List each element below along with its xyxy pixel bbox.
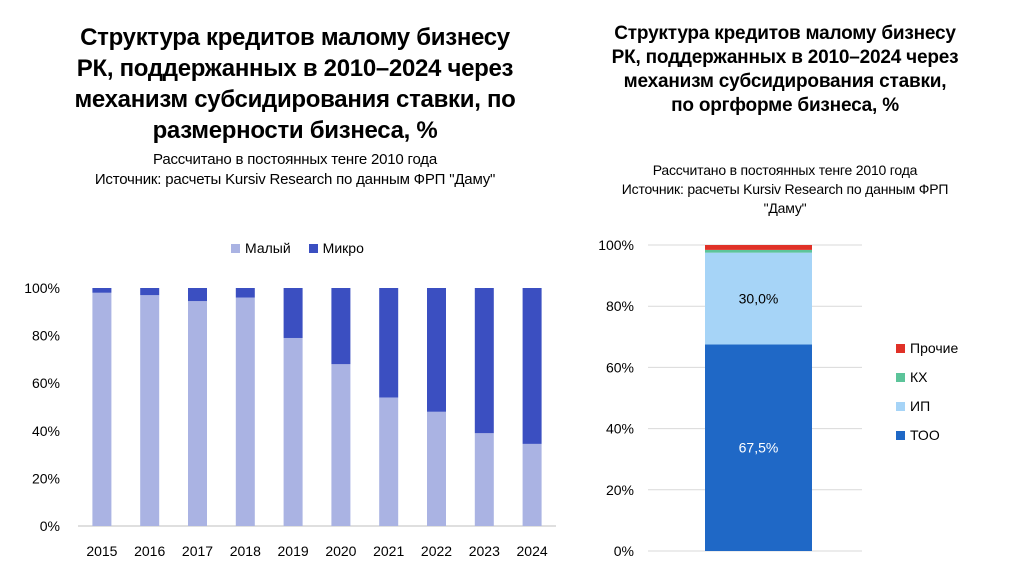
bar-segment-maly [283, 337, 303, 526]
bar-segment-mikro [331, 288, 351, 365]
y-tick-label: 0% [614, 543, 634, 559]
left-legend: Малый Микро [231, 240, 364, 256]
y-tick-label: 40% [606, 421, 634, 437]
x-tick-label: 2017 [182, 543, 213, 559]
bar-segment-maly [474, 433, 494, 526]
legend-label-kh: КХ [910, 369, 928, 385]
bar-segment-mikro [235, 288, 255, 298]
x-tick-label: 2020 [325, 543, 356, 559]
y-tick-label: 100% [598, 237, 634, 253]
bar-segment-mikro [427, 288, 446, 412]
x-tick-label: 2018 [230, 543, 261, 559]
y-tick-label: 80% [32, 328, 60, 344]
right-subtitle-line-1: Рассчитано в постоянных тенге 2010 года [652, 162, 918, 178]
legend-swatch-ip [896, 401, 905, 411]
x-tick-label: 2016 [134, 543, 165, 559]
right-chart-title: Структура кредитов малому бизнесу РК, по… [611, 23, 959, 116]
x-tick-label: 2022 [421, 543, 452, 559]
legend-swatch-maly [231, 243, 240, 253]
bar-segment-maly [331, 364, 351, 526]
data-label-too: 67,5% [739, 440, 779, 456]
right-subtitle-line-2: Источник: расчеты Kursiv Research по дан… [621, 181, 949, 216]
left-chart-title: Структура кредитов малому бизнесу РК, по… [74, 24, 516, 144]
legend-swatch-prochie [896, 343, 905, 353]
legend-label-prochie: Прочие [910, 340, 959, 356]
right-chart-subtitle: Рассчитано в постоянных тенге 2010 года … [620, 161, 950, 218]
y-tick-label: 20% [32, 470, 60, 486]
y-tick-label: 100% [24, 280, 60, 296]
legend-swatch-mikro [308, 243, 318, 253]
x-tick-label: 2024 [517, 543, 548, 559]
left-chart-subtitle: Рассчитано в постоянных тенге 2010 года … [60, 150, 530, 190]
legend-label-too: ТОО [910, 427, 940, 443]
left-subtitle-line-2: Источник: расчеты Kursiv Research по дан… [94, 171, 496, 188]
legend-item-too: ТОО [896, 427, 958, 443]
bar-segment-maly [427, 411, 446, 526]
y-tick-label: 40% [32, 423, 60, 439]
bar-segment-maly [140, 295, 160, 526]
bar-segment-too [705, 344, 812, 551]
x-tick-label: 2019 [278, 543, 309, 559]
data-label-ip: 30,0% [739, 291, 779, 307]
y-tick-label: 60% [32, 375, 60, 391]
bar-segment-prochie [705, 245, 812, 250]
bar-segment-mikro [92, 288, 112, 293]
left-subtitle-line-1: Рассчитано в постоянных тенге 2010 года [153, 151, 437, 168]
bar-segment-maly [522, 443, 542, 526]
legend-item-ip: ИП [896, 398, 958, 414]
legend-swatch-too [896, 430, 905, 440]
bar-segment-maly [92, 292, 112, 526]
bar-segment-ip [705, 252, 812, 345]
x-tick-label: 2021 [373, 543, 404, 559]
y-tick-label: 20% [606, 482, 634, 498]
right-bar-chart: 0% 20% 40% 60% 80% 100% 67,5% 30,0% [598, 237, 862, 559]
bar-segment-maly [235, 297, 255, 526]
bar-segment-mikro [188, 288, 207, 302]
bar-segment-kh [705, 249, 812, 253]
bar-segment-mikro [140, 288, 160, 296]
right-legend: Прочие КХ ИП ТОО [896, 340, 958, 443]
bar-segment-mikro [379, 288, 399, 398]
legend-label-maly: Малый [245, 240, 291, 256]
bar-segment-maly [188, 301, 207, 526]
left-bar-chart: 0% 20% 40% 60% 80% 100% 2015 2016 2017 2018 2019 20… [24, 280, 556, 559]
y-tick-label: 0% [40, 518, 60, 534]
legend-item-maly: Малый [231, 240, 291, 256]
legend-label-mikro: Микро [322, 240, 364, 256]
bar-segment-maly [379, 397, 399, 526]
y-tick-label: 80% [606, 298, 634, 314]
x-tick-label: 2023 [469, 543, 500, 559]
legend-item-prochie: Прочие [896, 340, 958, 356]
y-tick-label: 60% [606, 359, 634, 375]
legend-item-kh: КХ [896, 369, 958, 385]
legend-swatch-kh [896, 372, 905, 382]
bar-segment-mikro [474, 288, 494, 434]
legend-label-ip: ИП [910, 398, 931, 414]
bar-segment-mikro [522, 288, 542, 444]
legend-item-mikro: Микро [308, 240, 364, 256]
bar-segment-mikro [283, 288, 303, 338]
x-tick-label: 2015 [86, 543, 117, 559]
